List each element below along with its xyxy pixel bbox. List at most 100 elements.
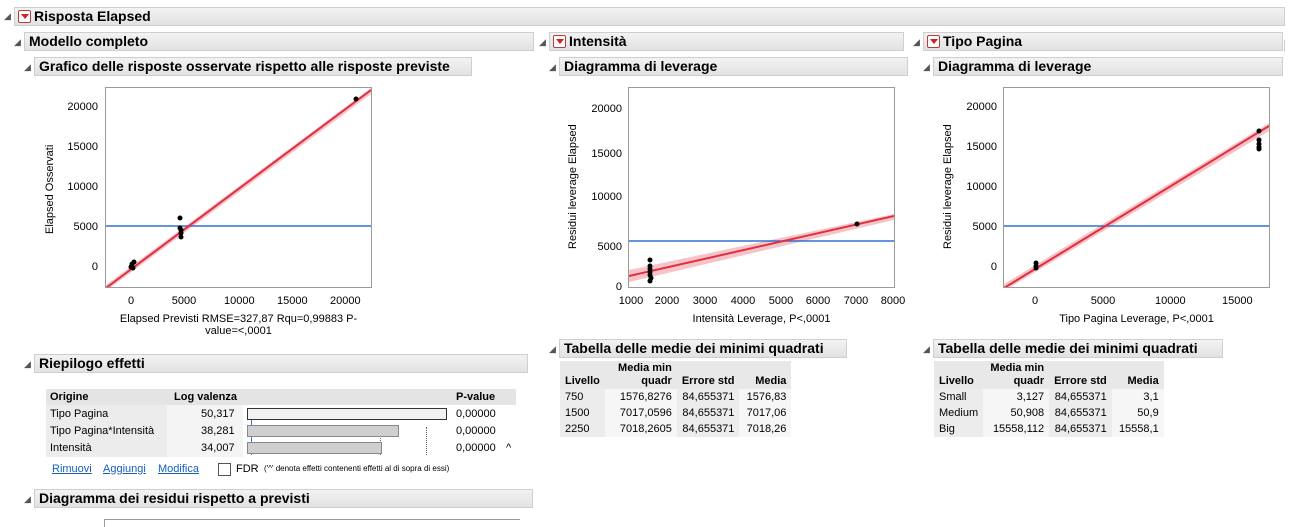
row-source[interactable]: Tipo Pagina (50, 408, 109, 420)
cell: 15558,112 (983, 421, 1050, 437)
y-tick-label: 5000 (972, 221, 997, 233)
header-source: Origine (50, 391, 89, 403)
data-point (130, 265, 136, 271)
table-row: 750 1576,8276 84,655371 1576,83 (560, 389, 792, 405)
cell: 750 (560, 389, 605, 405)
y-axis-label: Residui leverage Elapsed (942, 124, 954, 249)
y-axis-label: Elapsed Osservati (44, 144, 56, 234)
table-row: Big 15558,112 84,655371 15558,1 (934, 421, 1164, 437)
cell: 50,908 (983, 405, 1050, 421)
red-triangle-menu-icon[interactable] (553, 35, 566, 48)
row-logworth: 34,007 (201, 442, 235, 454)
collapse-icon[interactable]: ◢ (549, 344, 556, 354)
fdr-label: FDR (236, 463, 259, 475)
intensity-lsm-title: Tabella delle medie dei minimi quadrati (564, 340, 824, 356)
y-tick-label: 10000 (67, 181, 98, 193)
cell: 84,655371 (676, 389, 740, 405)
red-triangle-menu-icon[interactable] (18, 10, 31, 23)
col-header: Errore std (1049, 361, 1112, 389)
cell: 7018,26 (739, 421, 792, 437)
x-tick-label: 15000 (277, 295, 308, 307)
remove-link[interactable]: Rimuovi (52, 463, 92, 475)
actual-by-predicted-title: Grafico delle risposte osservate rispett… (39, 58, 450, 74)
cell: 7017,06 (739, 405, 792, 421)
data-point (1033, 265, 1039, 271)
report-title: Risposta Elapsed (34, 8, 151, 24)
y-axis-label: Residui leverage Elapsed (567, 124, 579, 249)
row-source[interactable]: Intensità (50, 442, 92, 454)
collapse-icon[interactable]: ◢ (24, 62, 31, 72)
data-point (177, 215, 183, 221)
collapse-icon[interactable]: ◢ (24, 494, 31, 504)
row-pvalue: 0,00000 (456, 442, 496, 454)
page-type-lsm-table: Livello Media min quadr Errore std Media… (934, 361, 1164, 437)
collapse-icon[interactable]: ◢ (923, 62, 930, 72)
y-tick-label: 20000 (591, 103, 622, 115)
col-header: Media min quadr (604, 361, 677, 389)
cell: 1576,8276 (604, 389, 677, 405)
caption-line-1: Elapsed Previsti RMSE=327,87 Rqu=0,99883… (119, 313, 358, 325)
actual-by-predicted-svg (105, 88, 372, 291)
effect-summary-table: Origine Log valenza P-value Tipo Pagina … (46, 389, 516, 457)
y-tick-label: 20000 (966, 101, 997, 113)
cell: 2250 (560, 421, 605, 437)
logworth-bar (247, 408, 447, 420)
x-tick-label: 20000 (330, 295, 361, 307)
edit-link[interactable]: Modifica (158, 463, 199, 475)
y-tick-label: 5000 (73, 221, 98, 233)
collapse-icon[interactable]: ◢ (4, 11, 11, 21)
x-tick-label: 1000 (618, 295, 644, 307)
page-type-lsm-title: Tabella delle medie dei minimi quadrati (938, 340, 1198, 356)
table-row: Small 3,127 84,655371 3,1 (934, 389, 1164, 405)
add-link[interactable]: Aggiungi (103, 463, 146, 475)
y-tick-label: 15000 (67, 141, 98, 153)
data-point (647, 257, 653, 263)
residual-plot-title: Diagramma dei residui rispetto a previst… (39, 490, 310, 506)
fdr-checkbox[interactable] (218, 463, 231, 476)
intensity-lsm-header: Tabella delle medie dei minimi quadrati (559, 339, 847, 358)
intensity-leverage-header: Diagramma di leverage (559, 57, 908, 76)
caption-line-2: value=<,0001 (205, 325, 272, 337)
table-row: Medium 50,908 84,655371 50,9 (934, 405, 1164, 421)
data-point (1256, 137, 1262, 143)
page-type-leverage-header: Diagramma di leverage (933, 57, 1283, 76)
cell: Medium (934, 405, 984, 421)
y-tick-label: 0 (990, 261, 997, 273)
intensity-leverage-plot[interactable] (628, 87, 895, 288)
page-type-leverage-svg (1003, 123, 1270, 291)
data-point (647, 278, 653, 284)
y-tick-label: 15000 (591, 148, 622, 160)
y-tick-label: 10000 (591, 191, 622, 203)
full-model-header: Modello completo (24, 32, 534, 51)
collapse-icon[interactable]: ◢ (549, 62, 556, 72)
cell: 84,655371 (676, 405, 740, 421)
col-header: Media min quadr (983, 361, 1050, 389)
row-source[interactable]: Tipo Pagina*Intensità (50, 425, 155, 437)
col-header: Livello (934, 361, 984, 389)
cell: 84,655371 (1049, 421, 1112, 437)
red-triangle-menu-icon[interactable] (927, 35, 940, 48)
page-type-leverage-plot[interactable] (1003, 87, 1270, 291)
x-tick-label: 6000 (805, 295, 831, 307)
actual-by-predicted-plot[interactable] (105, 87, 372, 291)
y-tick-label: 0 (615, 281, 622, 293)
data-point (178, 234, 184, 240)
table-row: 1500 7017,0596 84,655371 7017,06 (560, 405, 792, 421)
header-logworth: Log valenza (174, 391, 237, 403)
x-tick-label: 5000 (171, 295, 197, 307)
x-tick-label: 8000 (880, 295, 906, 307)
fit-line (1003, 125, 1270, 289)
residual-plot-header: Diagramma dei residui rispetto a previst… (34, 489, 533, 508)
scrollbar-arrow-icon[interactable] (1284, 40, 1291, 52)
logworth-bar (247, 442, 382, 454)
x-tick-label: 0 (1031, 295, 1039, 307)
collapse-icon[interactable]: ◢ (24, 359, 31, 369)
x-tick-label: 5000 (1090, 295, 1116, 307)
cell: Small (934, 389, 984, 405)
collapse-icon[interactable]: ◢ (913, 37, 920, 47)
table-row: 2250 7018,2605 84,655371 7018,26 (560, 421, 792, 437)
cell: 1500 (560, 405, 605, 421)
collapse-icon[interactable]: ◢ (923, 344, 930, 354)
collapse-icon[interactable]: ◢ (14, 37, 21, 47)
collapse-icon[interactable]: ◢ (539, 37, 546, 47)
